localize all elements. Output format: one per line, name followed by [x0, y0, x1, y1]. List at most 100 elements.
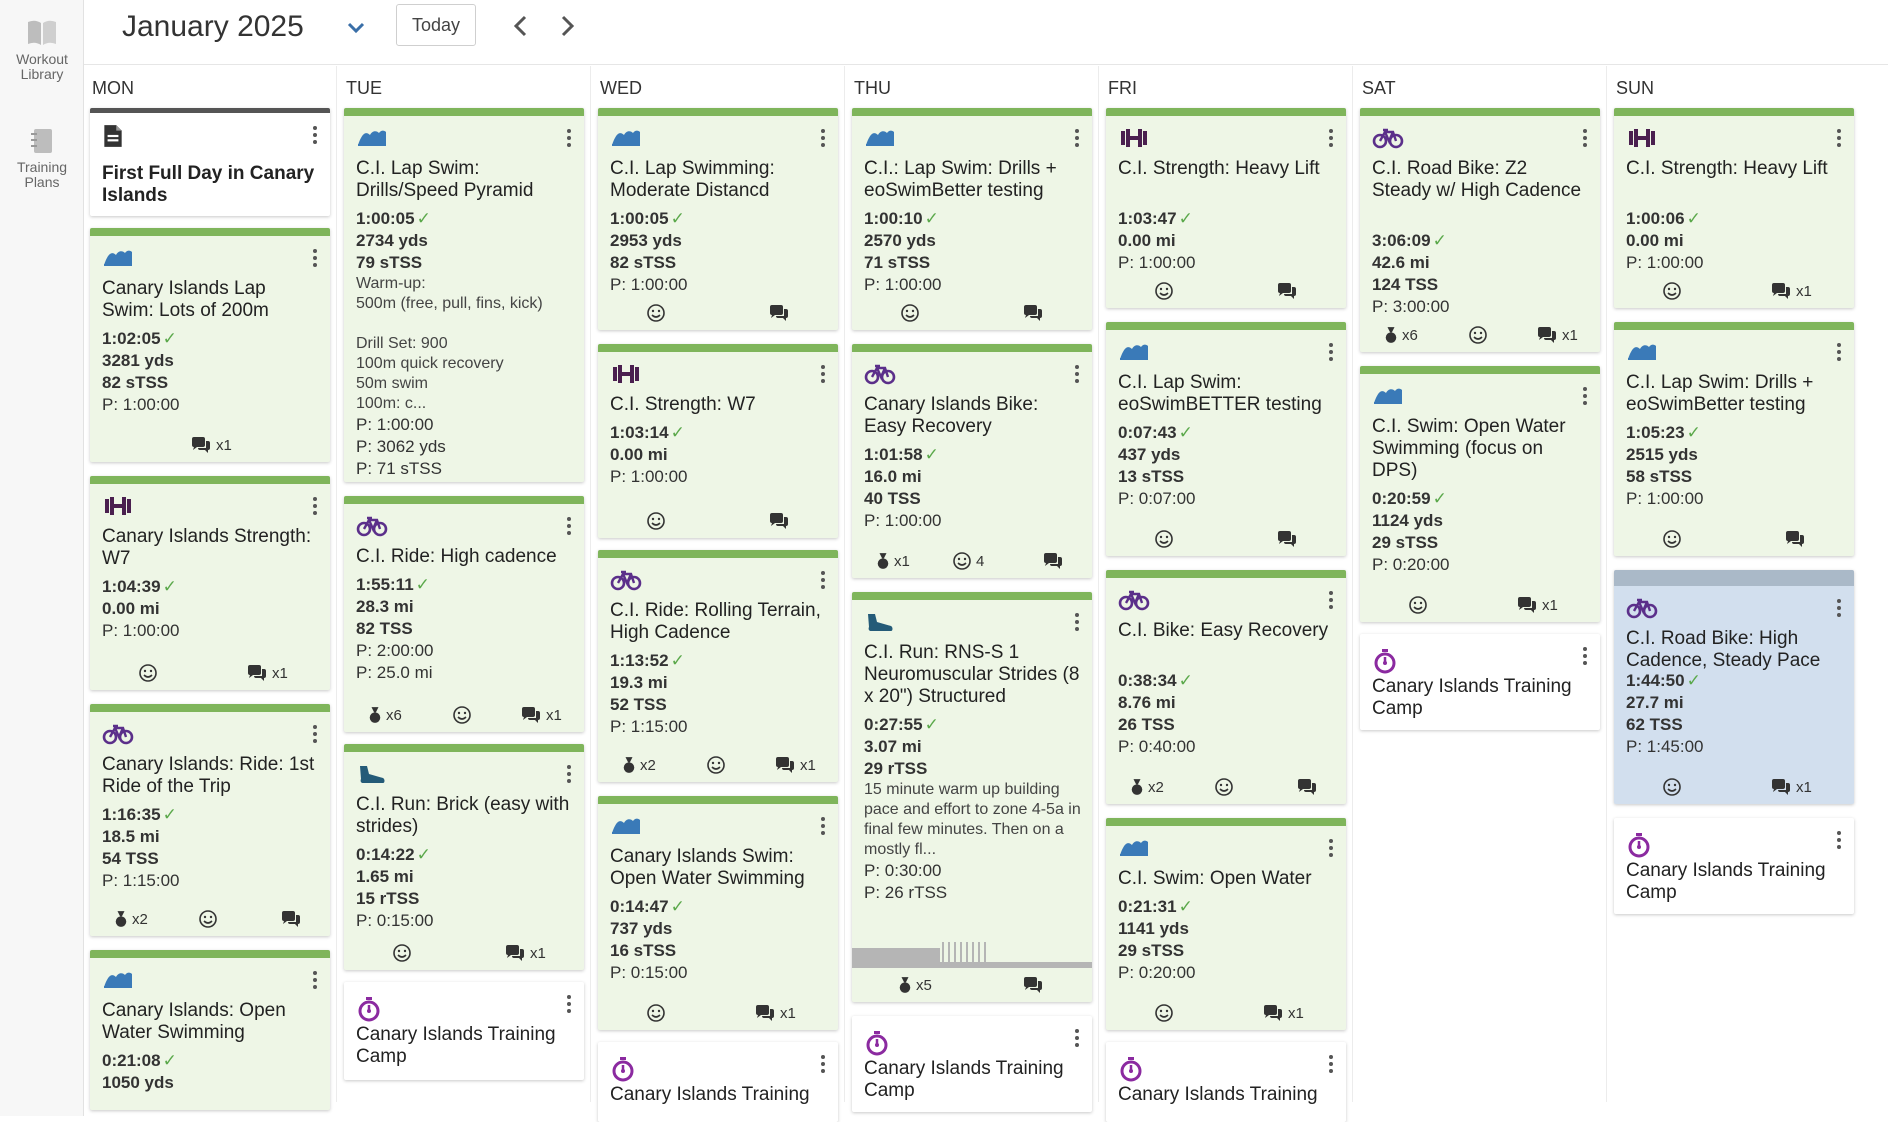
workout-card-swim[interactable]: C.I. Lap Swim: eoSwimBETTER testing 0:07…: [1106, 322, 1346, 556]
smile-icon[interactable]: [1154, 281, 1174, 301]
comment-icon[interactable]: [1770, 282, 1792, 300]
comment-icon[interactable]: [1770, 778, 1792, 796]
more-menu-icon[interactable]: [1074, 1028, 1080, 1048]
comment-icon[interactable]: [246, 664, 268, 682]
comment-icon[interactable]: [1262, 1004, 1284, 1022]
more-menu-icon[interactable]: [312, 970, 318, 990]
workout-card-bike[interactable]: C.I. Bike: Easy Recovery 0:38:34 ✓ 8.76 m…: [1106, 570, 1346, 804]
comment-icon[interactable]: [1516, 596, 1538, 614]
comment-icon[interactable]: [190, 436, 212, 454]
more-menu-icon[interactable]: [1582, 646, 1588, 666]
workout-card-swim[interactable]: C.I. Swim: Open Water 0:21:31 ✓ 1141 yds …: [1106, 818, 1346, 1030]
smile-icon[interactable]: [452, 705, 472, 725]
workout-card-swim[interactable]: C.I.: Lap Swim: Drills + eoSwimBetter te…: [852, 108, 1092, 330]
chevron-right-icon[interactable]: [554, 12, 580, 40]
smile-icon[interactable]: [646, 511, 666, 531]
more-menu-icon[interactable]: [312, 248, 318, 268]
medal-icon[interactable]: [898, 976, 912, 994]
more-menu-icon[interactable]: [1328, 838, 1334, 858]
smile-icon[interactable]: [646, 303, 666, 323]
workout-card-run[interactable]: C.I. Run: Brick (easy with strides) 0:14…: [344, 744, 584, 970]
sidebar-training-plans[interactable]: Training Plans: [0, 126, 84, 190]
more-menu-icon[interactable]: [312, 125, 318, 145]
comment-icon[interactable]: [754, 1004, 776, 1022]
comment-icon[interactable]: [504, 944, 526, 962]
more-menu-icon[interactable]: [566, 764, 572, 784]
sidebar-workout-library[interactable]: Workout Library: [0, 18, 84, 82]
medal-icon[interactable]: [876, 552, 890, 570]
more-menu-icon[interactable]: [312, 496, 318, 516]
comment-icon[interactable]: [1296, 778, 1318, 796]
smile-icon[interactable]: [1214, 777, 1234, 797]
workout-card-swim[interactable]: C.I. Lap Swimming: Moderate Distancd 1:0…: [598, 108, 838, 330]
comment-icon[interactable]: [1042, 552, 1064, 570]
comment-icon[interactable]: [774, 756, 796, 774]
comment-icon[interactable]: [1276, 282, 1298, 300]
workout-card-swim[interactable]: C.I. Swim: Open Water Swimming (focus on…: [1360, 366, 1600, 622]
more-menu-icon[interactable]: [1328, 128, 1334, 148]
smile-icon[interactable]: [646, 1003, 666, 1023]
more-menu-icon[interactable]: [1582, 128, 1588, 148]
event-card[interactable]: Canary Islands Training: [1106, 1042, 1346, 1122]
more-menu-icon[interactable]: [1836, 830, 1842, 850]
workout-card-strength[interactable]: C.I. Strength: Heavy Lift 1:00:06 ✓ 0.00 …: [1614, 108, 1854, 308]
more-menu-icon[interactable]: [1074, 364, 1080, 384]
smile-icon[interactable]: [138, 663, 158, 683]
event-card[interactable]: Canary Islands Training Camp: [344, 982, 584, 1080]
medal-icon[interactable]: [622, 756, 636, 774]
workout-card-bike[interactable]: C.I. Road Bike: Z2 Steady w/ High Cadenc…: [1360, 108, 1600, 352]
comment-icon[interactable]: [1022, 304, 1044, 322]
more-menu-icon[interactable]: [1328, 1054, 1334, 1074]
more-menu-icon[interactable]: [820, 570, 826, 590]
comment-icon[interactable]: [1536, 326, 1558, 344]
smile-icon[interactable]: [1408, 595, 1428, 615]
more-menu-icon[interactable]: [312, 724, 318, 744]
today-button[interactable]: Today: [396, 4, 476, 46]
workout-card-swim[interactable]: Canary Islands Swim: Open Water Swimming…: [598, 796, 838, 1030]
workout-card-swim[interactable]: C.I. Lap Swim: Drills/Speed Pyramid 1:00…: [344, 108, 584, 482]
chevron-left-icon[interactable]: [508, 12, 534, 40]
more-menu-icon[interactable]: [566, 128, 572, 148]
workout-card-strength[interactable]: C.I. Strength: Heavy Lift 1:03:47 ✓ 0.00 …: [1106, 108, 1346, 308]
smile-icon[interactable]: [706, 755, 726, 775]
more-menu-icon[interactable]: [1074, 612, 1080, 632]
event-card[interactable]: Canary Islands Training Camp: [1360, 634, 1600, 730]
comment-icon[interactable]: [768, 304, 790, 322]
workout-card-bike[interactable]: C.I. Ride: Rolling Terrain, High Cadence…: [598, 550, 838, 782]
more-menu-icon[interactable]: [1328, 342, 1334, 362]
note-card[interactable]: First Full Day in Canary Islands: [90, 108, 330, 216]
event-card[interactable]: Canary Islands Training Camp: [1614, 818, 1854, 914]
more-menu-icon[interactable]: [820, 364, 826, 384]
workout-card-swim[interactable]: C.I. Lap Swim: Drills + eoSwimBetter tes…: [1614, 322, 1854, 556]
smile-icon[interactable]: [1468, 325, 1488, 345]
comment-icon[interactable]: [520, 706, 542, 724]
smile-icon[interactable]: [1662, 777, 1682, 797]
workout-card-strength[interactable]: Canary Islands Strength: W7 1:04:39 ✓ 0.0…: [90, 476, 330, 690]
more-menu-icon[interactable]: [820, 816, 826, 836]
medal-icon[interactable]: [368, 706, 382, 724]
more-menu-icon[interactable]: [820, 128, 826, 148]
event-card[interactable]: Canary Islands Training Camp: [852, 1016, 1092, 1112]
comment-icon[interactable]: [1276, 530, 1298, 548]
smile-icon[interactable]: [1154, 529, 1174, 549]
comment-icon[interactable]: [280, 910, 302, 928]
workout-card-swim[interactable]: Canary Islands: Open Water Swimming 0:21…: [90, 950, 330, 1110]
smile-icon[interactable]: [1662, 529, 1682, 549]
medal-icon[interactable]: [114, 910, 128, 928]
workout-card-bike[interactable]: Canary Islands: Ride: 1st Ride of the Tr…: [90, 704, 330, 936]
more-menu-icon[interactable]: [820, 1054, 826, 1074]
more-menu-icon[interactable]: [566, 994, 572, 1014]
comment-icon[interactable]: [1022, 976, 1044, 994]
more-menu-icon[interactable]: [1582, 386, 1588, 406]
workout-card-bike[interactable]: Canary Islands Bike: Easy Recovery 1:01:…: [852, 344, 1092, 578]
more-menu-icon[interactable]: [1836, 128, 1842, 148]
smile-icon[interactable]: [900, 303, 920, 323]
medal-icon[interactable]: [1130, 778, 1144, 796]
medal-icon[interactable]: [1384, 326, 1398, 344]
workout-card-bike-selected[interactable]: C.I. Road Bike: High Cadence, Steady Pac…: [1614, 570, 1854, 804]
smile-icon[interactable]: [198, 909, 218, 929]
smile-icon[interactable]: [952, 551, 972, 571]
more-menu-icon[interactable]: [1074, 128, 1080, 148]
workout-card-bike[interactable]: C.I. Ride: High cadence 1:55:11 ✓ 28.3 mi…: [344, 496, 584, 732]
workout-card-run[interactable]: C.I. Run: RNS-S 1 Neuromuscular Strides …: [852, 592, 1092, 1002]
